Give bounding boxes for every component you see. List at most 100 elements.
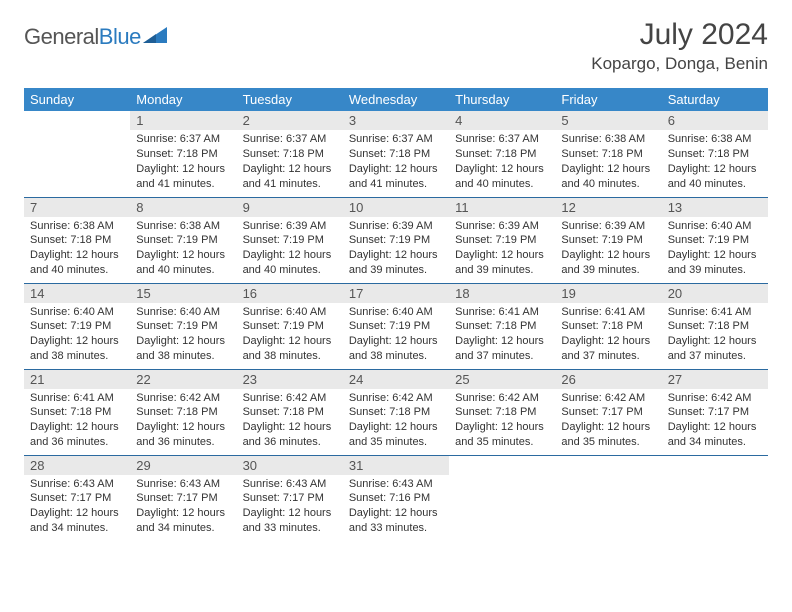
sunset-line: Sunset: 7:19 PM xyxy=(136,319,230,334)
day-cell: 19Sunrise: 6:41 AMSunset: 7:18 PMDayligh… xyxy=(555,283,661,369)
day-data: Sunrise: 6:38 AMSunset: 7:19 PMDaylight:… xyxy=(130,217,236,282)
day-cell: 20Sunrise: 6:41 AMSunset: 7:18 PMDayligh… xyxy=(662,283,768,369)
day-cell: 31Sunrise: 6:43 AMSunset: 7:16 PMDayligh… xyxy=(343,455,449,541)
day-data: Sunrise: 6:38 AMSunset: 7:18 PMDaylight:… xyxy=(24,217,130,282)
week-row: 14Sunrise: 6:40 AMSunset: 7:19 PMDayligh… xyxy=(24,283,768,369)
day-cell: 12Sunrise: 6:39 AMSunset: 7:19 PMDayligh… xyxy=(555,197,661,283)
sunset-line: Sunset: 7:19 PM xyxy=(30,319,124,334)
sunset-line: Sunset: 7:19 PM xyxy=(136,233,230,248)
day-data: Sunrise: 6:43 AMSunset: 7:17 PMDaylight:… xyxy=(24,475,130,540)
day-number: 4 xyxy=(449,111,555,130)
day-number: 11 xyxy=(449,198,555,217)
day-number: 10 xyxy=(343,198,449,217)
logo-triangle-icon xyxy=(143,25,169,50)
daylight-line: Daylight: 12 hours and 39 minutes. xyxy=(349,248,443,278)
sunrise-line: Sunrise: 6:39 AM xyxy=(561,219,655,234)
day-number: 19 xyxy=(555,284,661,303)
sunrise-line: Sunrise: 6:42 AM xyxy=(243,391,337,406)
sunrise-line: Sunrise: 6:41 AM xyxy=(30,391,124,406)
day-data: Sunrise: 6:41 AMSunset: 7:18 PMDaylight:… xyxy=(24,389,130,454)
daylight-line: Daylight: 12 hours and 33 minutes. xyxy=(243,506,337,536)
sunrise-line: Sunrise: 6:39 AM xyxy=(243,219,337,234)
day-number: 7 xyxy=(24,198,130,217)
logo-text: GeneralBlue xyxy=(24,24,141,50)
day-header: Friday xyxy=(555,88,661,111)
day-cell xyxy=(24,111,130,197)
daylight-line: Daylight: 12 hours and 40 minutes. xyxy=(136,248,230,278)
day-number: 12 xyxy=(555,198,661,217)
sunset-line: Sunset: 7:18 PM xyxy=(668,319,762,334)
daylight-line: Daylight: 12 hours and 36 minutes. xyxy=(243,420,337,450)
sunset-line: Sunset: 7:18 PM xyxy=(455,147,549,162)
daylight-line: Daylight: 12 hours and 40 minutes. xyxy=(668,162,762,192)
day-cell: 25 Sunrise: 6:42 AMSunset: 7:18 PMDayligh… xyxy=(449,369,555,455)
day-data: Sunrise: 6:41 AMSunset: 7:18 PMDaylight:… xyxy=(555,303,661,368)
sunrise-line: Sunrise: 6:41 AM xyxy=(455,305,549,320)
day-number: 18 xyxy=(449,284,555,303)
calendar-table: SundayMondayTuesdayWednesdayThursdayFrid… xyxy=(24,88,768,541)
day-data: Sunrise: 6:37 AMSunset: 7:18 PMDaylight:… xyxy=(237,130,343,195)
sunrise-line: Sunrise: 6:38 AM xyxy=(136,219,230,234)
sunrise-line: Sunrise: 6:43 AM xyxy=(349,477,443,492)
sunset-line: Sunset: 7:18 PM xyxy=(136,405,230,420)
day-number: 16 xyxy=(237,284,343,303)
day-cell: 14Sunrise: 6:40 AMSunset: 7:19 PMDayligh… xyxy=(24,283,130,369)
daylight-line: Daylight: 12 hours and 40 minutes. xyxy=(455,162,549,192)
daylight-line: Daylight: 12 hours and 35 minutes. xyxy=(455,420,549,450)
sunrise-line: Sunrise: 6:43 AM xyxy=(136,477,230,492)
sunrise-line: Sunrise: 6:42 AM xyxy=(349,391,443,406)
sunrise-line: Sunrise: 6:42 AM xyxy=(136,391,230,406)
sunrise-line: Sunrise: 6:40 AM xyxy=(668,219,762,234)
sunset-line: Sunset: 7:18 PM xyxy=(455,319,549,334)
sunset-line: Sunset: 7:17 PM xyxy=(561,405,655,420)
daylight-line: Daylight: 12 hours and 38 minutes. xyxy=(136,334,230,364)
daylight-line: Daylight: 12 hours and 40 minutes. xyxy=(243,248,337,278)
day-data: Sunrise: 6:42 AMSunset: 7:18 PMDaylight:… xyxy=(237,389,343,454)
daylight-line: Daylight: 12 hours and 40 minutes. xyxy=(30,248,124,278)
location: Kopargo, Donga, Benin xyxy=(591,54,768,74)
day-data: Sunrise: 6:43 AMSunset: 7:17 PMDaylight:… xyxy=(130,475,236,540)
day-number: 26 xyxy=(555,370,661,389)
sunset-line: Sunset: 7:18 PM xyxy=(561,147,655,162)
day-number: 6 xyxy=(662,111,768,130)
day-cell xyxy=(662,455,768,541)
daylight-line: Daylight: 12 hours and 36 minutes. xyxy=(136,420,230,450)
sunset-line: Sunset: 7:17 PM xyxy=(30,491,124,506)
day-cell: 28Sunrise: 6:43 AMSunset: 7:17 PMDayligh… xyxy=(24,455,130,541)
day-cell: 2Sunrise: 6:37 AMSunset: 7:18 PMDaylight… xyxy=(237,111,343,197)
daylight-line: Daylight: 12 hours and 39 minutes. xyxy=(668,248,762,278)
day-data: Sunrise: 6:38 AMSunset: 7:18 PMDaylight:… xyxy=(555,130,661,195)
day-header: Wednesday xyxy=(343,88,449,111)
day-number: 3 xyxy=(343,111,449,130)
day-data: Sunrise: 6:39 AMSunset: 7:19 PMDaylight:… xyxy=(555,217,661,282)
sunrise-line: Sunrise: 6:42 AM xyxy=(455,391,549,406)
day-header: Saturday xyxy=(662,88,768,111)
daylight-line: Daylight: 12 hours and 34 minutes. xyxy=(136,506,230,536)
day-cell: 27Sunrise: 6:42 AMSunset: 7:17 PMDayligh… xyxy=(662,369,768,455)
day-data: Sunrise: 6:41 AMSunset: 7:18 PMDaylight:… xyxy=(662,303,768,368)
sunset-line: Sunset: 7:19 PM xyxy=(349,233,443,248)
logo-second: Blue xyxy=(99,24,141,49)
day-cell: 9Sunrise: 6:39 AMSunset: 7:19 PMDaylight… xyxy=(237,197,343,283)
sunset-line: Sunset: 7:17 PM xyxy=(136,491,230,506)
header: GeneralBlue July 2024 Kopargo, Donga, Be… xyxy=(24,18,768,74)
daylight-line: Daylight: 12 hours and 38 minutes. xyxy=(349,334,443,364)
sunset-line: Sunset: 7:19 PM xyxy=(455,233,549,248)
sunrise-line: Sunrise: 6:37 AM xyxy=(136,132,230,147)
sunrise-line: Sunrise: 6:37 AM xyxy=(349,132,443,147)
day-data: Sunrise: 6:42 AMSunset: 7:18 PMDaylight:… xyxy=(130,389,236,454)
daylight-line: Daylight: 12 hours and 40 minutes. xyxy=(561,162,655,192)
sunrise-line: Sunrise: 6:39 AM xyxy=(349,219,443,234)
day-number: 29 xyxy=(130,456,236,475)
sunset-line: Sunset: 7:18 PM xyxy=(30,233,124,248)
day-number: 21 xyxy=(24,370,130,389)
daylight-line: Daylight: 12 hours and 38 minutes. xyxy=(243,334,337,364)
sunrise-line: Sunrise: 6:42 AM xyxy=(668,391,762,406)
day-number: 28 xyxy=(24,456,130,475)
week-row: 7Sunrise: 6:38 AMSunset: 7:18 PMDaylight… xyxy=(24,197,768,283)
day-number: 25 xyxy=(449,370,555,389)
sunset-line: Sunset: 7:18 PM xyxy=(455,405,549,420)
day-data: Sunrise: 6:37 AMSunset: 7:18 PMDaylight:… xyxy=(449,130,555,195)
day-number: 14 xyxy=(24,284,130,303)
day-data: Sunrise: 6:40 AMSunset: 7:19 PMDaylight:… xyxy=(662,217,768,282)
